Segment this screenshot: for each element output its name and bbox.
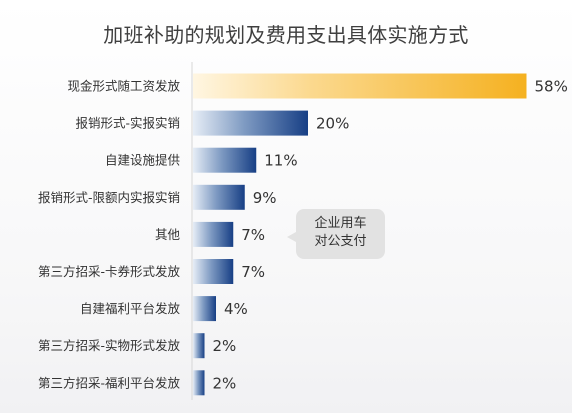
bar: [193, 147, 257, 173]
annotation-line-2: 对公支付: [314, 234, 367, 249]
value-label: 7%: [241, 226, 265, 244]
annotation-line-1: 企业用车: [314, 216, 367, 231]
value-label: 58%: [535, 78, 568, 96]
category-label: 报销形式-实报实销: [75, 116, 180, 131]
bar: [193, 333, 205, 359]
annotation-callout: 企业用车 对公支付: [287, 209, 385, 259]
bar: [193, 370, 205, 396]
chart-title: 加班补助的规划及费用支出具体实施方式: [103, 23, 469, 47]
value-label: 2%: [213, 374, 237, 392]
category-label: 自建设施提供: [105, 153, 180, 168]
value-label: 20%: [316, 115, 349, 133]
bar: [193, 259, 234, 284]
bar: [193, 184, 245, 210]
category-label: 第三方招采-福利平台发放: [38, 375, 181, 390]
value-label: 9%: [253, 189, 277, 207]
bar: [193, 73, 527, 99]
category-label: 第三方招采-实物形式发放: [38, 338, 181, 353]
bar: [193, 110, 308, 136]
category-label: 其他: [155, 227, 181, 242]
value-label: 2%: [213, 337, 237, 355]
value-label: 4%: [224, 300, 248, 318]
category-label: 自建福利平台发放: [80, 301, 181, 316]
category-label: 第三方招采-卡券形式发放: [38, 264, 181, 279]
bar: [193, 221, 234, 247]
category-label: 现金形式随工资发放: [67, 79, 180, 94]
category-label: 报销形式-限额内实报实销: [38, 190, 180, 205]
value-label: 7%: [241, 263, 265, 281]
value-label: 11%: [264, 152, 297, 170]
bar: [193, 296, 216, 322]
